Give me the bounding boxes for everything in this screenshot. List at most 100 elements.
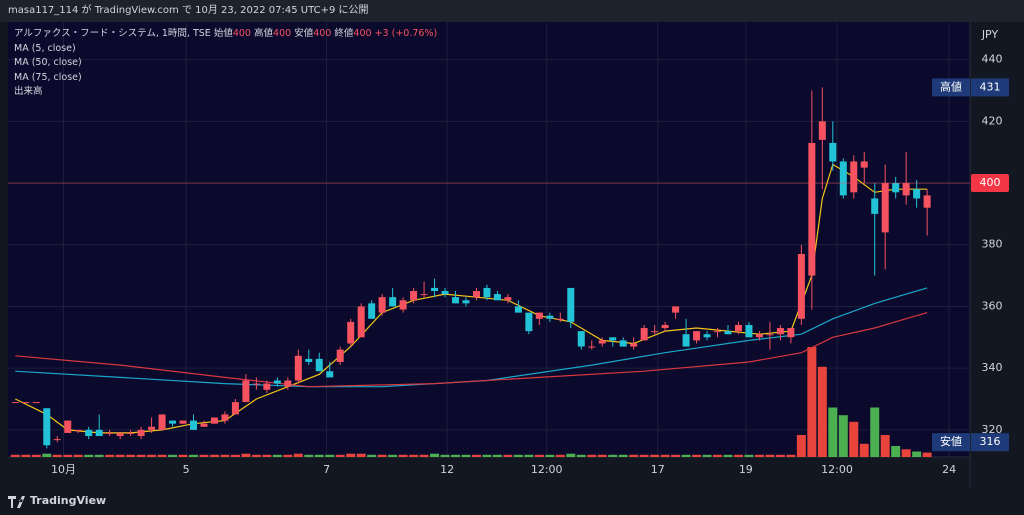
close-value: 400 bbox=[353, 28, 372, 39]
candle-body bbox=[305, 358, 313, 362]
candle-body bbox=[106, 432, 114, 434]
volume-bar bbox=[692, 454, 702, 457]
volume-bar bbox=[660, 454, 670, 457]
candle-body bbox=[137, 429, 145, 437]
volume-bar bbox=[293, 453, 303, 457]
publish-header: masa117_114 が TradingView.com で 10月 23, … bbox=[0, 0, 1024, 22]
volume-bar bbox=[241, 453, 251, 457]
candle-body bbox=[535, 312, 543, 319]
last-price-label: 400 bbox=[980, 176, 1001, 189]
candle-body bbox=[504, 297, 512, 301]
candle-body bbox=[808, 142, 816, 276]
candle-body bbox=[714, 331, 722, 333]
volume-bar bbox=[492, 454, 502, 457]
y-tick-label: 360 bbox=[982, 299, 1003, 312]
volume-bar bbox=[671, 454, 681, 457]
volume-bar bbox=[922, 452, 932, 457]
volume-bar bbox=[262, 454, 272, 457]
volume-bar bbox=[534, 454, 544, 457]
candle-body bbox=[755, 334, 763, 338]
candle-body bbox=[74, 429, 82, 431]
candle-body bbox=[284, 380, 292, 387]
candle-body bbox=[766, 334, 774, 336]
volume-bar bbox=[251, 454, 261, 457]
volume-bar bbox=[451, 454, 461, 457]
volume-bar bbox=[147, 454, 157, 457]
volume-bar bbox=[545, 454, 555, 457]
candle-body bbox=[221, 414, 229, 421]
volume-bar bbox=[42, 453, 52, 457]
candle-body bbox=[294, 355, 302, 381]
volume-bar bbox=[880, 435, 890, 457]
volume-bar bbox=[209, 454, 219, 457]
candle-body bbox=[273, 380, 281, 384]
volume-bar bbox=[304, 454, 314, 457]
volume-bar bbox=[388, 454, 398, 457]
candle-body bbox=[619, 340, 627, 347]
candle-body bbox=[263, 383, 271, 390]
volume-bar bbox=[733, 454, 743, 457]
candle-body bbox=[472, 291, 480, 298]
chart: JPY 320 340 360 380 400 420 440 10月 5 7 12 12:00 17 1… bbox=[8, 22, 1024, 488]
volume-bar bbox=[650, 454, 660, 457]
x-tick-label: 5 bbox=[183, 463, 190, 476]
candle-body bbox=[787, 328, 795, 338]
candle-body bbox=[399, 300, 407, 310]
candle-body bbox=[462, 300, 470, 304]
volume-bar bbox=[440, 454, 450, 457]
volume-bar bbox=[230, 454, 240, 457]
candle-body bbox=[410, 291, 418, 301]
legend: アルファクス・フード・システム, 1時間, TSE 始値400 高値400 安値… bbox=[14, 27, 437, 100]
candle-body bbox=[672, 306, 680, 313]
marker-value-box bbox=[971, 78, 1009, 97]
x-tick-label: 19 bbox=[739, 463, 753, 476]
candle-body bbox=[829, 142, 837, 162]
symbol-legend: アルファクス・フード・システム, 1時間, TSE 始値400 高値400 安値… bbox=[14, 27, 437, 42]
candle-body bbox=[452, 297, 460, 304]
volume-bar bbox=[430, 453, 440, 457]
x-tick-label: 17 bbox=[651, 463, 665, 476]
volume-bar bbox=[272, 454, 282, 457]
volume-bar bbox=[178, 454, 188, 457]
volume-bar bbox=[21, 454, 31, 457]
volume-bar bbox=[94, 454, 104, 457]
candle-body bbox=[231, 402, 239, 415]
moving-average-line bbox=[15, 312, 928, 388]
volume-bar bbox=[723, 454, 733, 457]
footer: TradingView bbox=[0, 488, 1024, 515]
x-tick-label: 12:00 bbox=[821, 463, 853, 476]
volume-bar bbox=[73, 454, 83, 457]
marker-name: 高値 bbox=[940, 79, 962, 93]
volume-bar bbox=[849, 421, 859, 457]
candle-body bbox=[871, 198, 879, 214]
volume-bar bbox=[901, 449, 911, 457]
open-label: 始値 bbox=[213, 28, 233, 39]
candle-body bbox=[389, 297, 397, 307]
volume-bar bbox=[419, 454, 429, 457]
volume-bar bbox=[576, 454, 586, 457]
candle-body bbox=[567, 287, 575, 322]
candle-body bbox=[525, 312, 533, 332]
symbol: アルファクス・フード・システム, 1時間, TSE bbox=[14, 28, 211, 39]
open-value: 400 bbox=[232, 28, 251, 39]
volume-bar bbox=[105, 454, 115, 457]
volume-bar bbox=[608, 454, 618, 457]
volume-bar bbox=[912, 451, 922, 457]
logo-icon bbox=[8, 496, 25, 508]
volume-bar bbox=[471, 454, 481, 457]
y-tick-label: 340 bbox=[982, 361, 1003, 374]
volume-bar bbox=[126, 454, 136, 457]
volume-bar bbox=[639, 454, 649, 457]
volume-bar bbox=[870, 407, 880, 457]
volume-bar bbox=[461, 454, 471, 457]
volume-bar bbox=[168, 454, 178, 457]
volume-bar bbox=[325, 454, 335, 457]
candle-body bbox=[242, 380, 250, 403]
marker-value: 431 bbox=[980, 80, 1001, 93]
candle-body bbox=[169, 420, 177, 424]
volume-bar bbox=[157, 454, 167, 457]
candle-body bbox=[326, 371, 334, 378]
low-value: 400 bbox=[313, 28, 332, 39]
ma-legend: MA (5, close) bbox=[14, 42, 76, 54]
